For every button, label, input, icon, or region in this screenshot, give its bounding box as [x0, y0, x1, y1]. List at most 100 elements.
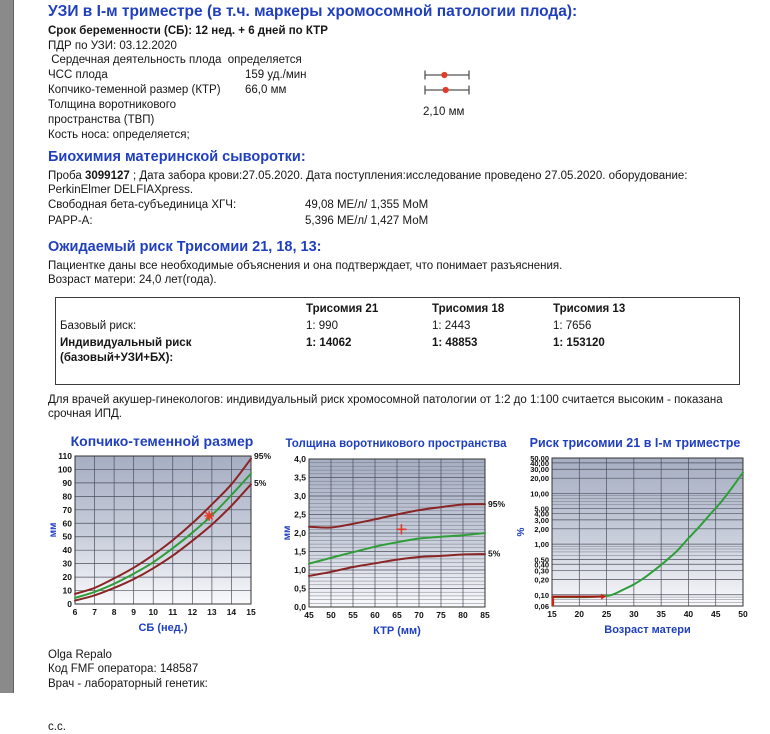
risk-table-row: Индивидуальный риск (базовый+УЗИ+БХ): 1: …: [56, 335, 740, 367]
measurement-value: 66,0 мм: [245, 83, 287, 96]
operator-name: Olga Repalo: [48, 648, 112, 661]
y-tick-label: 5,00: [534, 504, 549, 513]
y-tick-label: 20: [63, 572, 73, 582]
y-axis-label: %: [516, 527, 527, 536]
chart-title: Риск трисомии 21 в I-м триместре: [529, 435, 741, 450]
risk-value-cell: 1: 990: [306, 319, 338, 332]
report-title: УЗИ в I-м триместре (в т.ч. маркеры хром…: [48, 3, 578, 20]
risk-value-cell: 1: 14062: [306, 336, 352, 349]
risk-table-column-header: Трисомия 21: [306, 302, 379, 315]
chart-nt: 0,0 0,5 1,0 1,5 2,0 2,5 3,0 3,5 4,0 45 50 55 60 65 70 7…: [282, 454, 505, 637]
percentile-label: 5%: [254, 477, 267, 487]
x-tick-label: 30: [629, 609, 639, 619]
charts-row: Копчико-теменной размер 0 10 20 30 40 50 60 70 80…: [47, 433, 770, 641]
x-tick-label: 70: [414, 610, 424, 620]
y-tick-label: 30,00: [530, 465, 549, 474]
x-tick-label: 25: [602, 609, 612, 619]
patient-marker-icon: [396, 523, 407, 535]
fmf-code-line: Код FMF оператора: 148587: [48, 663, 199, 675]
y-tick-label: 70: [63, 504, 73, 514]
y-tick-label: 1,0: [294, 565, 306, 575]
biochem-row: PAPP-A: 5,396 МЕ/л/ 1,427 МоМ: [48, 213, 770, 230]
x-tick-label: 45: [304, 610, 314, 620]
y-tick-label: 10,00: [530, 489, 549, 498]
chart-block: Копчико-теменной размер 0 10 20 30 40 50 60 70 80…: [47, 433, 277, 641]
biochem-title: Биохимия материнской сыворотки:: [48, 149, 306, 165]
y-tick-label: 0,0: [294, 602, 306, 612]
measurement-row: ЧСС плода 159 уд./мин: [48, 68, 770, 83]
measurement-value: 159 уд./мин: [245, 68, 307, 81]
risk-row-label: Базовый риск:: [60, 319, 137, 332]
range-indicator-icon: [424, 70, 470, 80]
doctor-line: Врач - лабораторный генетик:: [48, 677, 208, 690]
measurement-value-right: 2,10 мм: [423, 106, 465, 118]
y-tick-label: 2,00: [534, 524, 549, 533]
percentile-label: 5%: [488, 548, 501, 558]
risk-value-cell: 1: 48853: [432, 336, 478, 349]
x-tick-label: 20: [575, 609, 585, 619]
sample-suffix: ; Дата забора крови:27.05.2020. Дата пос…: [129, 170, 688, 182]
y-tick-label: 2,5: [294, 509, 306, 519]
x-axis-label: Возраст матери: [604, 624, 690, 636]
y-tick-label: 0,50: [534, 555, 549, 564]
x-axis-label: СБ (нед.): [138, 622, 187, 634]
x-tick-label: 9: [131, 607, 136, 617]
y-tick-label: 3,5: [294, 472, 306, 482]
biochem-value: 5,396 МЕ/л/ 1,427 МоМ: [305, 215, 429, 227]
x-tick-label: 60: [370, 610, 380, 620]
risk-title: Ожидаемый риск Трисомии 21, 18, 13:: [48, 238, 322, 255]
y-tick-label: 0,30: [534, 566, 549, 575]
measurement-label: Копчико-теменной размер (КТР): [48, 83, 221, 96]
x-tick-label: 13: [207, 607, 217, 617]
spacer-cell: [56, 367, 740, 385]
x-tick-label: 85: [480, 610, 490, 620]
percentile-label: 95%: [488, 499, 505, 509]
gestation-line: Срок беременности (СБ): 12 нед. + 6 дней…: [48, 25, 328, 37]
measurement-row: Толщина воротникового пространства (ТВП)…: [48, 98, 770, 128]
risk-table-column-header: Трисомия 18: [432, 302, 505, 315]
x-tick-label: 80: [458, 610, 468, 620]
x-tick-label: 50: [326, 610, 336, 620]
x-tick-label: 10: [148, 607, 158, 617]
x-tick-label: 35: [656, 609, 666, 619]
y-tick-label: 10: [63, 585, 73, 595]
measurement-row: Копчико-теменной размер (КТР) 66,0 мм: [48, 83, 770, 98]
risk-row-label: Индивидуальный риск (базовый+УЗИ+БХ):: [60, 336, 192, 364]
risk-value-cell: 1: 2443: [432, 319, 471, 332]
sample-line: Проба 3099127 ; Дата забора крови:27.05.…: [48, 169, 770, 184]
y-tick-label: 60: [63, 518, 73, 528]
y-tick-label: 40: [63, 545, 73, 555]
y-tick-label: 0,20: [534, 575, 549, 584]
y-tick-label: 3,0: [294, 491, 306, 501]
cardiac-activity-line: Сердечная деятельность плода определяетс…: [48, 54, 302, 66]
consent-line: Пациентке даны все необходимые объяснени…: [48, 259, 563, 272]
biochem-row: Свободная бета-субъединица ХГЧ: 49,08 МЕ/…: [48, 197, 770, 214]
x-tick-label: 6: [73, 607, 78, 617]
clinician-note: Для врачей акушер-гинекологов: индивидуа…: [48, 393, 723, 421]
percentile-label: 95%: [254, 451, 271, 461]
risk-table-row: Базовый риск: 1: 990 1: 2443 1: 7656: [56, 318, 740, 335]
y-tick-label: 50: [63, 531, 73, 541]
y-tick-label: 90: [63, 477, 73, 487]
x-tick-label: 50: [738, 609, 748, 619]
y-tick-label: 4,0: [294, 454, 306, 464]
risk-table-header-row: Трисомия 21 Трисомия 18 Трисомия 13: [56, 297, 740, 318]
equipment-line: PerkinElmer DELFIAXpress.: [48, 183, 194, 196]
x-tick-label: 55: [348, 610, 358, 620]
risk-value-cell: 1: 153120: [553, 336, 605, 349]
chart-block: Риск трисомии 21 в I-м триместре 50,00 40,…: [515, 433, 755, 641]
y-tick-label: 4,00: [534, 509, 549, 518]
maternal-age-line: Возраст матери: 24,0 лет(года).: [48, 274, 217, 286]
edd-line: ПДР по УЗИ: 03.12.2020: [48, 39, 177, 52]
biochem-label: Свободная бета-субъединица ХГЧ:: [48, 198, 237, 211]
y-tick-label: 80: [63, 491, 73, 501]
y-tick-label: 40,00: [530, 458, 549, 467]
chart-block: Толщина воротникового пространства 0,0 0,5…: [281, 433, 511, 641]
risk-table: Трисомия 21 Трисомия 18 Трисомия 13 Базовый…: [55, 296, 740, 385]
risk-table-corner-cell: [56, 297, 303, 318]
range-indicator-icon: [424, 85, 470, 95]
x-tick-label: 11: [168, 607, 177, 617]
risk-table-spacer-row: [56, 367, 740, 385]
y-tick-label: 50,00: [530, 454, 549, 463]
